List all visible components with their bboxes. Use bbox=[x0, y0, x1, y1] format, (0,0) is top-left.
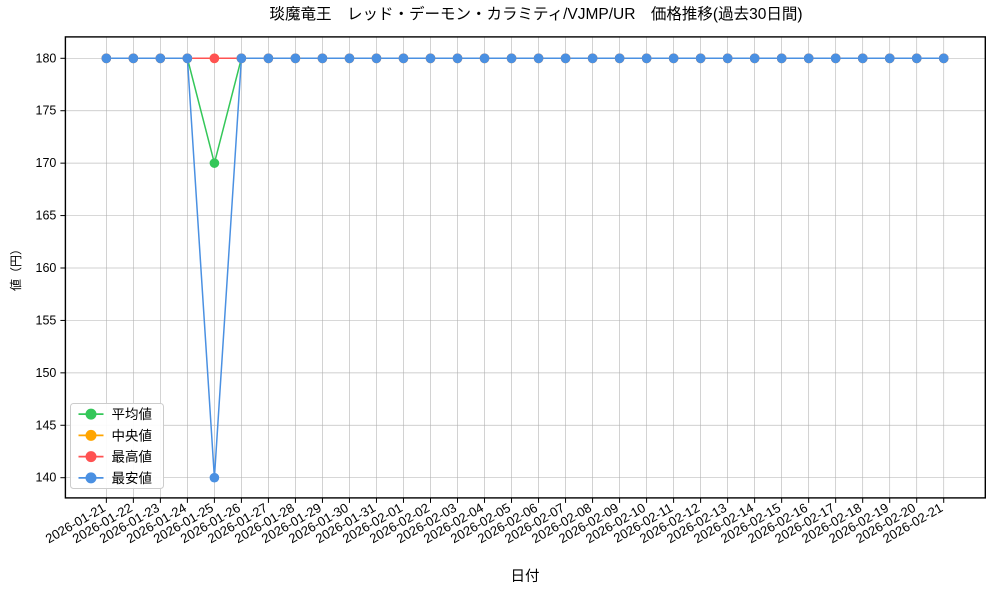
svg-text:平均値: 平均値 bbox=[112, 407, 153, 422]
svg-text:最高値: 最高値 bbox=[112, 449, 153, 465]
svg-text:160: 160 bbox=[36, 261, 57, 275]
svg-text:165: 165 bbox=[36, 209, 57, 223]
svg-text:140: 140 bbox=[36, 471, 57, 485]
svg-text:琰魔竜王 レッド・デーモン・カラミティ/VJMP/UR 価格: 琰魔竜王 レッド・デーモン・カラミティ/VJMP/UR 価格推移(過去30日間) bbox=[270, 4, 803, 23]
svg-text:150: 150 bbox=[36, 366, 57, 380]
svg-text:値（円）: 値（円） bbox=[8, 243, 23, 291]
svg-text:180: 180 bbox=[36, 51, 57, 65]
svg-text:170: 170 bbox=[36, 156, 57, 170]
svg-text:中央値: 中央値 bbox=[112, 428, 153, 443]
svg-text:日付: 日付 bbox=[511, 568, 540, 585]
svg-text:最安値: 最安値 bbox=[112, 471, 153, 486]
svg-text:145: 145 bbox=[36, 418, 57, 432]
svg-text:155: 155 bbox=[36, 313, 57, 327]
svg-text:175: 175 bbox=[36, 104, 57, 118]
